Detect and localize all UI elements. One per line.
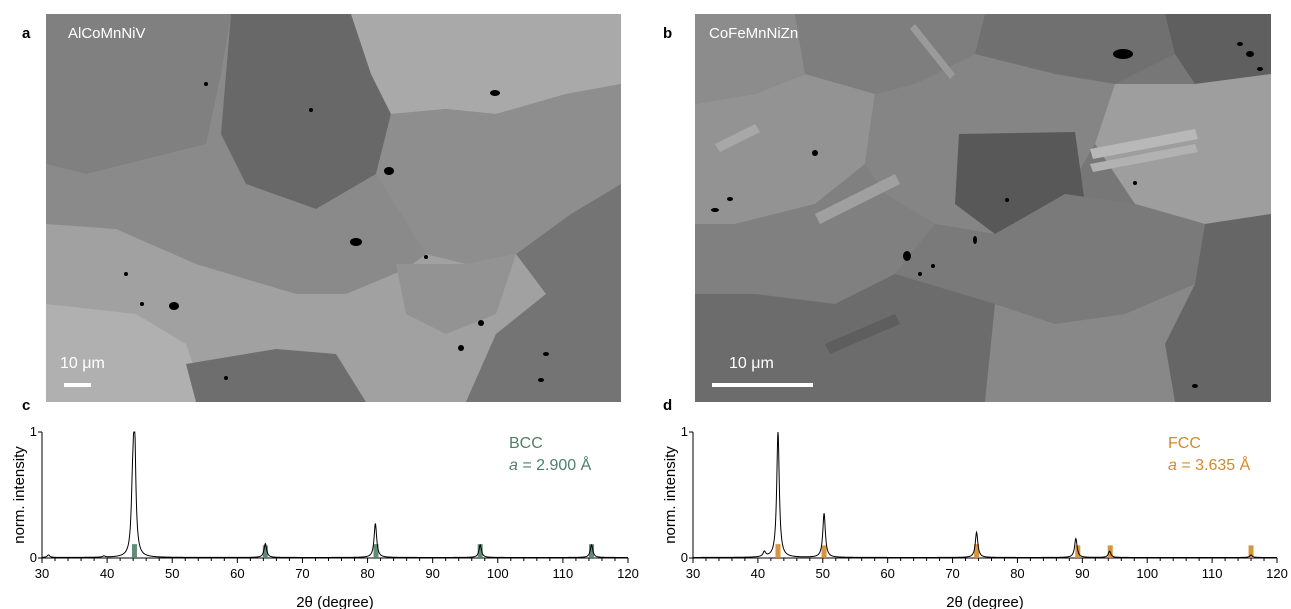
- measured-pattern-c: [41, 431, 628, 558]
- x-tick-label-c: 110: [553, 566, 574, 581]
- reference-peak-d: [775, 544, 781, 558]
- lattice-annotation-d: a = 3.635 Å: [1168, 455, 1251, 474]
- reference-peak-c: [477, 544, 483, 558]
- x-tick-label-d: 90: [1075, 566, 1089, 581]
- panel-letter-d: d: [663, 397, 673, 414]
- structure-annotation-d: FCC: [1168, 435, 1201, 452]
- reference-peak-c: [262, 545, 268, 558]
- y-axis-label-c: norm. intensity: [11, 446, 28, 544]
- x-tick-label-c: 50: [165, 566, 179, 581]
- x-tick-label-c: 30: [35, 566, 49, 581]
- x-tick-label-c: 70: [295, 566, 309, 581]
- micrograph-a-image: [46, 14, 621, 402]
- scale-bar-a: [64, 383, 91, 387]
- x-tick-label-c: 100: [487, 566, 509, 581]
- x-tick-label-c: 60: [230, 566, 244, 581]
- reference-peak-c: [589, 544, 595, 558]
- reference-peak-d: [821, 545, 827, 558]
- x-tick-label-d: 60: [880, 566, 894, 581]
- reference-peak-d: [974, 544, 980, 558]
- scale-text-b: 10 μm: [729, 355, 774, 372]
- measured-pattern-d: [693, 431, 1277, 558]
- y-tick-label-c: 0: [30, 550, 37, 565]
- x-tick-label-d: 70: [945, 566, 959, 581]
- x-tick-label-d: 50: [816, 566, 830, 581]
- x-tick-label-d: 110: [1202, 566, 1223, 581]
- sample-label-a: AlCoMnNiV: [68, 25, 146, 42]
- x-axis-label-c: 2θ (degree): [296, 594, 374, 609]
- x-tick-label-d: 30: [686, 566, 700, 581]
- scale-bar-b: [712, 383, 813, 387]
- structure-annotation-c: BCC: [509, 435, 543, 452]
- scale-text-a: 10 μm: [60, 355, 105, 372]
- x-tick-label-c: 40: [100, 566, 114, 581]
- lattice-annotation-c: a = 2.900 Å: [509, 455, 592, 474]
- panel-letter-c: c: [22, 397, 31, 414]
- sample-label-b: CoFeMnNiZn: [709, 25, 799, 42]
- y-tick-label-d: 0: [681, 550, 688, 565]
- x-tick-label-d: 40: [751, 566, 765, 581]
- micrograph-alcomnniv: AlCoMnNiV 10 μm: [46, 14, 621, 402]
- x-tick-label-c: 120: [617, 566, 639, 581]
- panel-letter-a: a: [22, 25, 31, 42]
- x-tick-label-c: 90: [425, 566, 439, 581]
- x-tick-label-d: 100: [1136, 566, 1158, 581]
- y-tick-label-c: 1: [30, 424, 37, 439]
- xrd-chart-bcc: 30 40 50 60 70 80 90 100 110 120 0 1 2θ (degree) norm…: [11, 424, 639, 609]
- x-tick-label-d: 120: [1266, 566, 1288, 581]
- y-axis-label-d: norm. intensity: [662, 446, 679, 544]
- reference-peak-c: [131, 544, 137, 558]
- x-tick-label-c: 80: [360, 566, 374, 581]
- x-axis-label-d: 2θ (degree): [946, 594, 1024, 609]
- y-tick-label-d: 1: [681, 424, 688, 439]
- micrograph-b-image: [695, 14, 1271, 402]
- reference-peak-d: [1248, 545, 1254, 558]
- micrograph-cofemnnizn: CoFeMnNiZn 10 μm: [695, 14, 1271, 402]
- reference-peak-c: [373, 544, 379, 558]
- x-tick-label-d: 80: [1010, 566, 1024, 581]
- panel-letter-b: b: [663, 25, 673, 42]
